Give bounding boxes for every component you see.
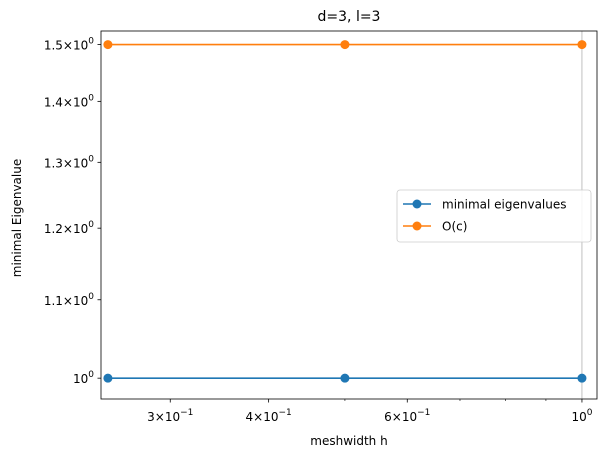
- x-tick-label-base: 10: [263, 410, 278, 424]
- x-tick-label-base: 10: [571, 410, 586, 424]
- legend-marker: [412, 221, 422, 231]
- chart-title: d=3, l=3: [318, 9, 381, 25]
- x-tick-label-exponent: 0: [587, 408, 593, 418]
- y-tick-label: 1.5×100: [44, 37, 94, 53]
- x-tick-label: 4×10−1: [245, 408, 291, 424]
- y-tick-label-exponent: 0: [88, 220, 94, 230]
- data-point: [340, 373, 350, 383]
- plot-frame: [100, 30, 598, 400]
- x-tick-label-times: ×: [253, 410, 263, 424]
- y-tick-label-mantissa: 1.5: [44, 39, 63, 53]
- y-tick-label-mantissa: 1.3: [44, 156, 63, 170]
- y-tick-label-mantissa: 1.1: [44, 294, 63, 308]
- x-tick-label: 3×10−1: [147, 408, 193, 424]
- x-tick-label-exponent: −1: [278, 408, 291, 418]
- y-tick-label-exponent: 0: [88, 370, 94, 380]
- x-tick-label-exponent: −1: [417, 408, 430, 418]
- y-tick-label-base: 10: [73, 222, 88, 236]
- data-point: [340, 40, 350, 50]
- data-point: [103, 373, 113, 383]
- y-tick-label-exponent: 0: [88, 93, 94, 103]
- x-tick-label: 6×10−1: [384, 408, 430, 424]
- y-tick-label: 100: [73, 370, 94, 386]
- x-tick-label: 100: [571, 408, 592, 424]
- y-tick-label: 1.3×100: [44, 154, 94, 170]
- x-tick-label-mantissa: 6: [384, 410, 392, 424]
- x-axis-label: meshwidth h: [310, 434, 387, 448]
- x-axis: 3×10−1 4×10−1 6×10−1 100: [147, 399, 593, 424]
- data-point: [577, 40, 587, 50]
- y-tick-label: 1.2×100: [44, 220, 94, 236]
- x-tick-label-mantissa: 4: [245, 410, 253, 424]
- y-tick-label-times: ×: [63, 294, 73, 308]
- y-tick-label-times: ×: [63, 222, 73, 236]
- x-tick-label-times: ×: [155, 410, 165, 424]
- y-tick-label-exponent: 0: [88, 37, 94, 47]
- legend: minimal eigenvalues O(c): [396, 189, 592, 243]
- x-tick-label-times: ×: [392, 410, 402, 424]
- y-tick-label-exponent: 0: [88, 292, 94, 302]
- y-tick-label-exponent: 0: [88, 154, 94, 164]
- x-tick-label-base: 10: [165, 410, 180, 424]
- y-tick-label: 1.1×100: [44, 292, 94, 308]
- data-point: [103, 40, 113, 50]
- y-tick-label: 1.4×100: [44, 93, 94, 109]
- y-axis-label: minimal Eigenvalue: [10, 159, 24, 277]
- y-tick-label-base: 10: [73, 95, 88, 109]
- legend-marker: [412, 199, 422, 209]
- legend-box: [396, 189, 592, 243]
- series-layer: [103, 40, 587, 383]
- y-tick-label-times: ×: [63, 156, 73, 170]
- y-tick-label-mantissa: 1.2: [44, 222, 63, 236]
- y-tick-label-times: ×: [63, 95, 73, 109]
- x-tick-label-mantissa: 3: [147, 410, 155, 424]
- y-tick-label-base: 10: [73, 39, 88, 53]
- y-tick-label-times: ×: [63, 39, 73, 53]
- y-tick-label-base: 10: [73, 294, 88, 308]
- y-tick-label-mantissa: 1.4: [44, 95, 63, 109]
- y-tick-label-base: 10: [73, 156, 88, 170]
- legend-label: O(c): [442, 220, 467, 234]
- x-tick-label-exponent: −1: [180, 408, 193, 418]
- legend-label: minimal eigenvalues: [442, 198, 567, 212]
- x-tick-label-base: 10: [402, 410, 417, 424]
- data-point: [577, 373, 587, 383]
- y-tick-label-base: 10: [73, 372, 88, 386]
